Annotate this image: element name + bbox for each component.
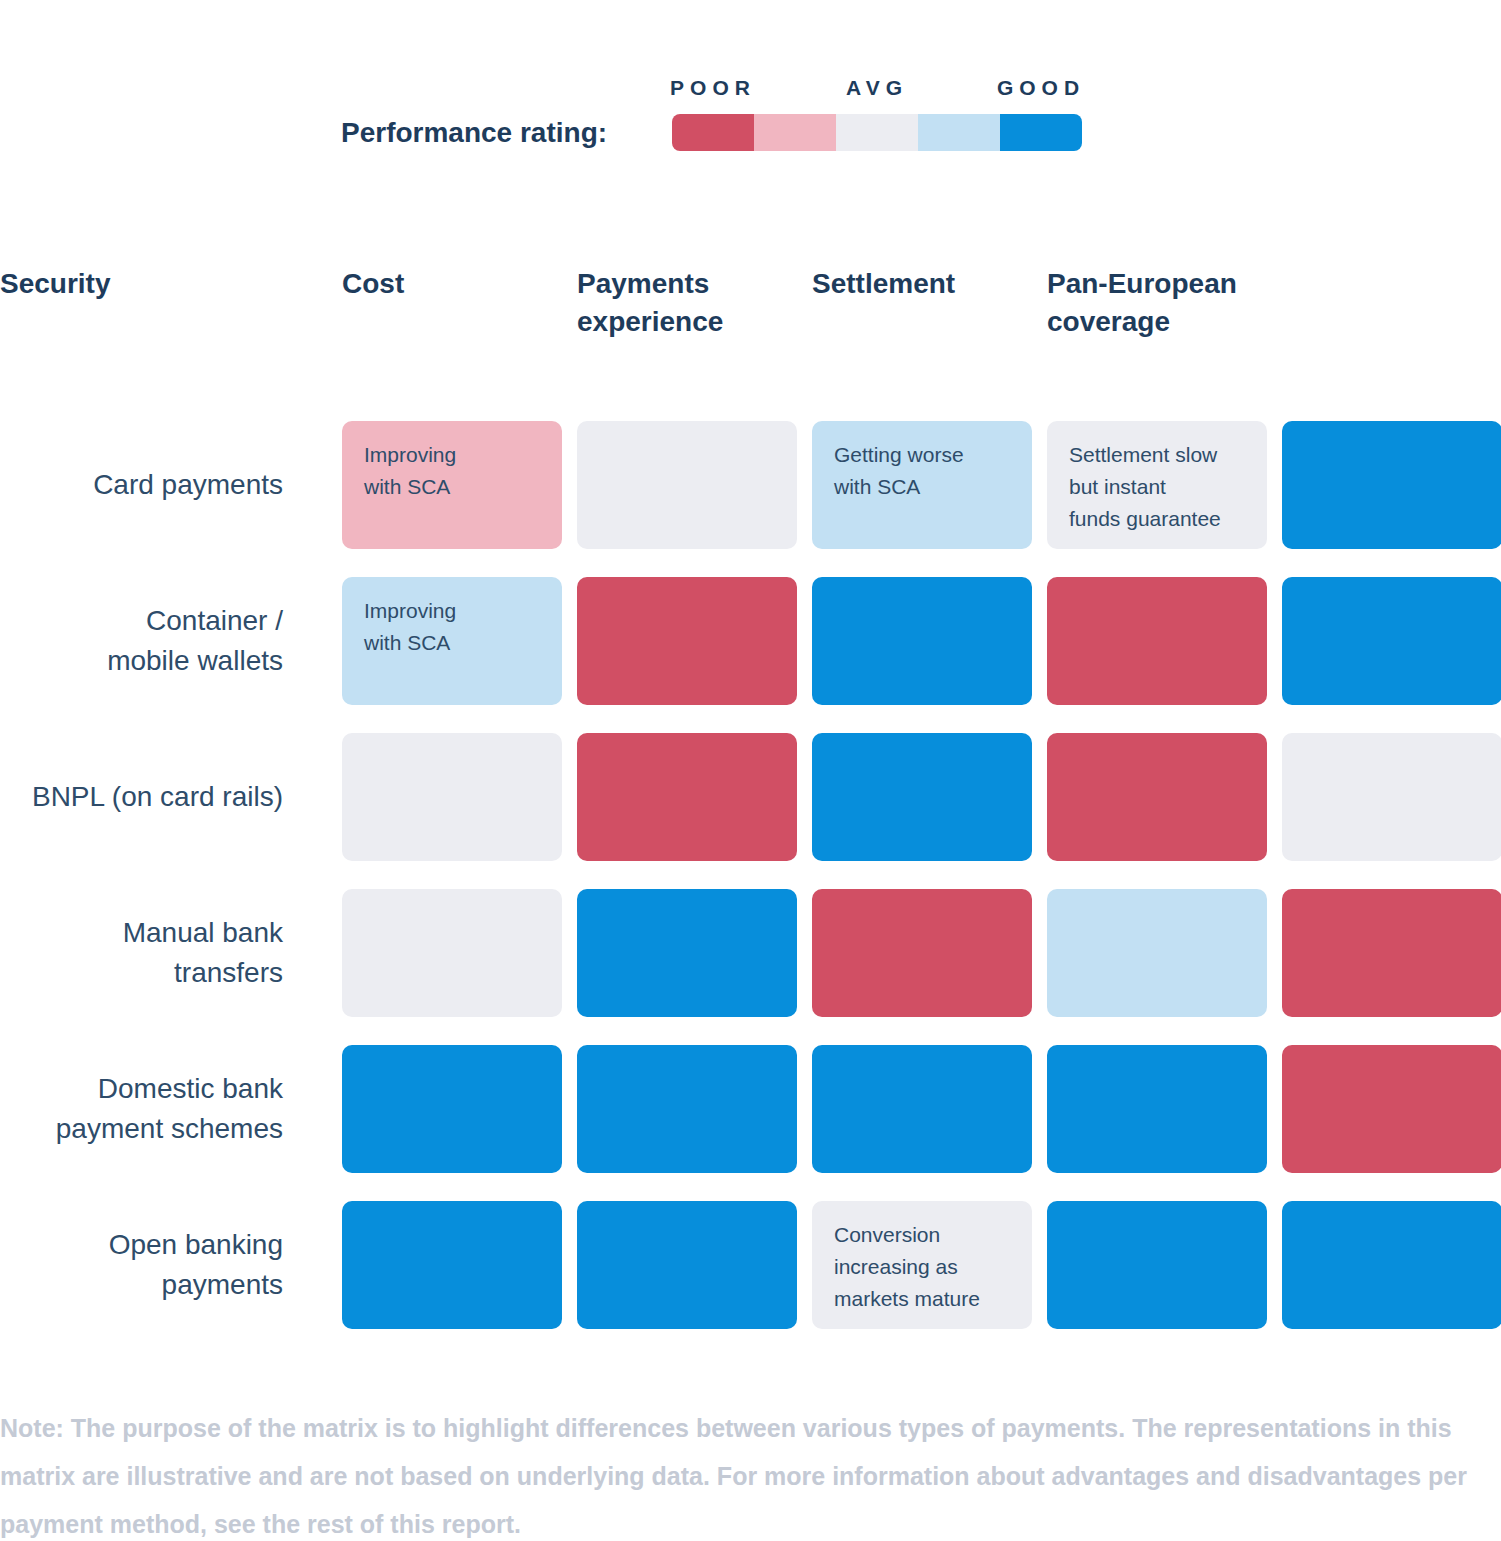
scale-segment-good	[1000, 114, 1082, 151]
matrix-cell-r5-c2: Conversion increasing as markets mature	[812, 1201, 1032, 1329]
matrix-cell-r1-c0: Improving with SCA	[342, 577, 562, 705]
cell-note: Improving with SCA	[364, 439, 540, 503]
matrix-cell-r2-c3	[1047, 733, 1267, 861]
matrix-cell-r1-c3	[1047, 577, 1267, 705]
scale-segment-avg	[836, 114, 918, 151]
matrix-cell-r0-c0: Improving with SCA	[342, 421, 562, 549]
scale-label-poor: POOR	[670, 76, 756, 100]
cell-note: Settlement slow but instant funds guaran…	[1069, 439, 1245, 535]
matrix-cell-r1-c2	[812, 577, 1032, 705]
matrix-cell-r3-c3	[1047, 889, 1267, 1017]
matrix-cell-r0-c1	[577, 421, 797, 549]
cell-note: Getting worse with SCA	[834, 439, 1010, 503]
corner-spacer	[1282, 265, 1501, 341]
column-header-payments-experience: Payments experience	[577, 265, 797, 341]
rating-scale-bar	[672, 114, 1082, 151]
matrix-cell-r5-c3	[1047, 1201, 1267, 1329]
scale-segment-avg-good	[918, 114, 1000, 151]
performance-rating-legend: Performance rating: POOR AVG GOOD	[0, 0, 1501, 151]
footnote: Note: The purpose of the matrix is to hi…	[0, 1404, 1501, 1541]
matrix-cell-r2-c0	[342, 733, 562, 861]
row-label-5: Open banking payments	[109, 1225, 327, 1305]
matrix-cell-r0-c3: Settlement slow but instant funds guaran…	[1047, 421, 1267, 549]
row-label-3: Manual bank transfers	[123, 913, 327, 993]
legend-label: Performance rating:	[341, 114, 607, 151]
cell-note: Conversion increasing as markets mature	[834, 1219, 1010, 1315]
row-label-4: Domestic bank payment schemes	[56, 1069, 327, 1149]
column-header-security: Security	[0, 265, 327, 341]
matrix-cell-r4-c4	[1282, 1045, 1501, 1173]
matrix-cell-r1-c4	[1282, 577, 1501, 705]
column-header-settlement: Settlement	[812, 265, 1032, 341]
matrix-cell-r3-c0	[342, 889, 562, 1017]
matrix-cell-r4-c2	[812, 1045, 1032, 1173]
scale-segment-poor	[672, 114, 754, 151]
matrix-cell-r0-c2: Getting worse with SCA	[812, 421, 1032, 549]
scale-segment-poor-avg	[754, 114, 836, 151]
matrix-cell-r3-c4	[1282, 889, 1501, 1017]
matrix-cell-r3-c1	[577, 889, 797, 1017]
matrix-cell-r4-c1	[577, 1045, 797, 1173]
matrix-cell-r2-c2	[812, 733, 1032, 861]
column-header-cost: Cost	[342, 265, 562, 341]
scale-labels: POOR AVG GOOD	[672, 76, 1082, 102]
column-header-pan-european-coverage: Pan-European coverage	[1047, 265, 1267, 341]
cell-note: Improving with SCA	[364, 595, 540, 659]
row-label-1: Container / mobile wallets	[107, 601, 327, 681]
matrix-cell-r5-c0	[342, 1201, 562, 1329]
matrix-cell-r2-c1	[577, 733, 797, 861]
matrix-grid: Security Cost Payments experience Settle…	[0, 265, 1501, 1329]
scale-label-avg: AVG	[846, 76, 908, 100]
matrix-cell-r3-c2	[812, 889, 1032, 1017]
scale-label-good: GOOD	[997, 76, 1085, 100]
matrix-cell-r2-c4	[1282, 733, 1501, 861]
matrix-cell-r5-c4	[1282, 1201, 1501, 1329]
row-label-0: Card payments	[93, 465, 327, 505]
matrix-cell-r4-c3	[1047, 1045, 1267, 1173]
matrix-cell-r4-c0	[342, 1045, 562, 1173]
matrix-cell-r1-c1	[577, 577, 797, 705]
matrix-cell-r0-c4	[1282, 421, 1501, 549]
matrix-cell-r5-c1	[577, 1201, 797, 1329]
row-label-2: BNPL (on card rails)	[32, 777, 327, 817]
